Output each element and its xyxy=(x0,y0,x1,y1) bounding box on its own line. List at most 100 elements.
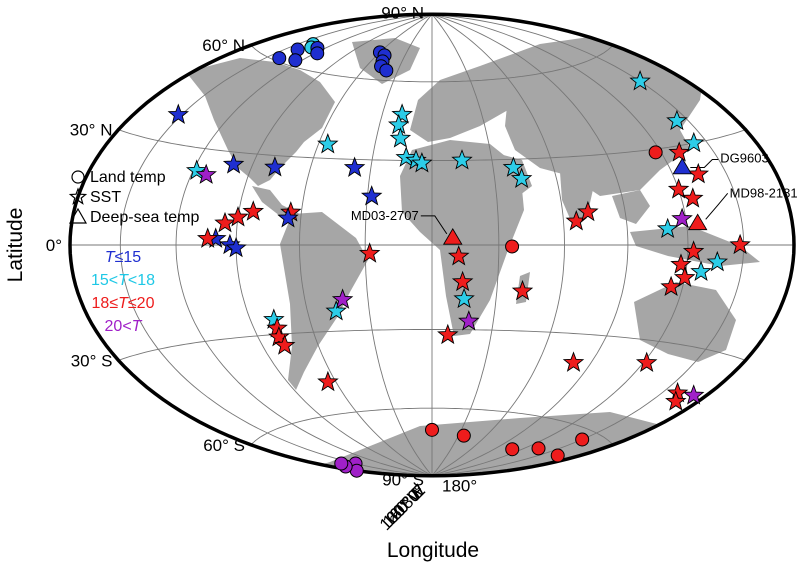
land-temp-site-marker xyxy=(505,239,520,254)
sst-site-marker xyxy=(682,384,705,405)
land-arabia xyxy=(492,152,532,198)
land-temp-site-marker xyxy=(425,422,439,437)
land-europe xyxy=(410,66,510,142)
sst-site-marker xyxy=(682,240,705,261)
deep-sea-temp-site-marker xyxy=(687,213,708,231)
sst-site-marker xyxy=(729,233,751,255)
sst-site-marker xyxy=(242,200,265,221)
core-callouts: DG9603 MD98-2181 MD03-2707 xyxy=(351,150,798,235)
sst-site-marker xyxy=(502,156,525,177)
land-temp-site-marker xyxy=(334,456,349,471)
land-temp-site-marker xyxy=(310,46,325,61)
sst-site-marker xyxy=(273,334,296,355)
sst-site-marker xyxy=(395,146,417,167)
callout-label: DG9603 xyxy=(720,150,768,165)
sst-site-marker xyxy=(656,217,679,239)
sst-site-marker xyxy=(577,200,599,222)
deep-sea-temp-site-marker xyxy=(442,227,463,245)
latitude-label: 60° S xyxy=(203,436,245,455)
sst-site-marker xyxy=(196,227,219,248)
latitude-label: 60° N xyxy=(202,36,245,55)
sst-site-marker xyxy=(225,236,247,258)
sst-site-marker xyxy=(706,250,729,272)
legend-star-icon xyxy=(68,187,88,205)
latitude-label: 0° xyxy=(46,236,62,255)
sst-site-marker xyxy=(263,308,285,329)
legend: Land temp SST Deep-sea temp T≤15 15<T<18 18≤T… xyxy=(68,169,199,335)
temperature-class-label: 18≤T≤20 xyxy=(92,295,155,312)
callout-line xyxy=(705,192,729,220)
sst-site-marker xyxy=(667,178,690,199)
temperature-class-label: 15<T<18 xyxy=(91,272,155,289)
sst-site-marker xyxy=(666,109,688,131)
sst-site-marker xyxy=(681,187,704,208)
sst-site-marker xyxy=(358,242,381,263)
latitude-label: 30° S xyxy=(71,351,113,370)
land-temp-site-marker xyxy=(531,441,546,456)
sst-site-marker xyxy=(668,141,690,162)
sst-site-marker xyxy=(389,127,412,148)
sst-site-marker xyxy=(317,133,339,154)
sst-site-marker xyxy=(635,351,658,373)
land-india xyxy=(560,172,596,228)
legend-triangle-icon xyxy=(68,207,88,224)
land-temp-site-marker xyxy=(575,432,590,447)
land-south-america xyxy=(280,212,368,390)
land-temp-site-marker xyxy=(550,448,565,463)
sst-site-marker xyxy=(264,156,286,177)
sst-site-marker xyxy=(343,156,366,177)
longitude-label-group: 180° xyxy=(442,477,477,496)
sst-site-marker xyxy=(437,323,459,345)
sst-site-marker xyxy=(665,390,687,411)
sst-site-marker xyxy=(629,70,651,91)
meridian-line xyxy=(431,14,629,476)
sst-site-marker xyxy=(331,288,354,309)
land-se-asia xyxy=(612,190,650,224)
sst-site-marker xyxy=(687,162,710,184)
sst-site-marker xyxy=(277,207,299,228)
sst-site-marker xyxy=(511,279,534,301)
sst-site-marker xyxy=(214,211,236,233)
sst-site-marker xyxy=(660,275,682,297)
latitude-labels: 90° N 60° N 30° N 0° 30° S 60° S 90° S xyxy=(46,3,424,489)
callout-label: MD03-2707 xyxy=(351,208,419,223)
sst-site-marker xyxy=(387,113,410,135)
sst-site-marker xyxy=(167,103,190,124)
legend-label: Land temp xyxy=(90,169,166,186)
sst-site-marker xyxy=(227,206,249,227)
sst-site-marker xyxy=(317,370,339,392)
land-temp-site-marker xyxy=(505,442,520,457)
land-africa xyxy=(400,140,524,336)
legend-label: Deep-sea temp xyxy=(90,209,199,226)
land-north-america xyxy=(186,58,335,186)
land-temp-site-marker xyxy=(648,145,663,160)
sst-site-marker xyxy=(683,131,705,153)
legend-circle-icon xyxy=(71,170,85,184)
latitude-label: 30° N xyxy=(70,121,113,140)
sst-site-marker xyxy=(671,207,693,229)
meridian-line xyxy=(431,14,565,476)
temperature-class-label: T≤15 xyxy=(105,249,141,266)
meridian-line xyxy=(364,14,433,476)
latitude-label: 90° N xyxy=(381,3,424,22)
sst-site-marker xyxy=(562,351,585,372)
deep-sea-temp-site-marker xyxy=(672,157,693,175)
callout-label: MD98-2181 xyxy=(730,185,798,200)
land-temp-site-marker xyxy=(288,53,303,68)
sst-site-marker xyxy=(325,300,347,321)
sst-site-marker xyxy=(673,266,696,287)
longitude-label: 180° xyxy=(442,477,477,496)
meridian-line xyxy=(431,14,500,476)
sst-site-marker xyxy=(185,159,208,180)
latitude-label: 90° S xyxy=(382,471,424,490)
land-temp-site-marker xyxy=(272,51,287,66)
sst-site-marker xyxy=(222,153,245,174)
sst-site-marker xyxy=(690,260,712,281)
sst-site-marker xyxy=(195,163,217,184)
sst-site-marker xyxy=(447,245,470,266)
legend-label: SST xyxy=(90,189,121,206)
sst-site-marker xyxy=(451,149,473,170)
meridian-line xyxy=(119,14,433,476)
temperature-class-label: 20<T xyxy=(105,318,143,335)
